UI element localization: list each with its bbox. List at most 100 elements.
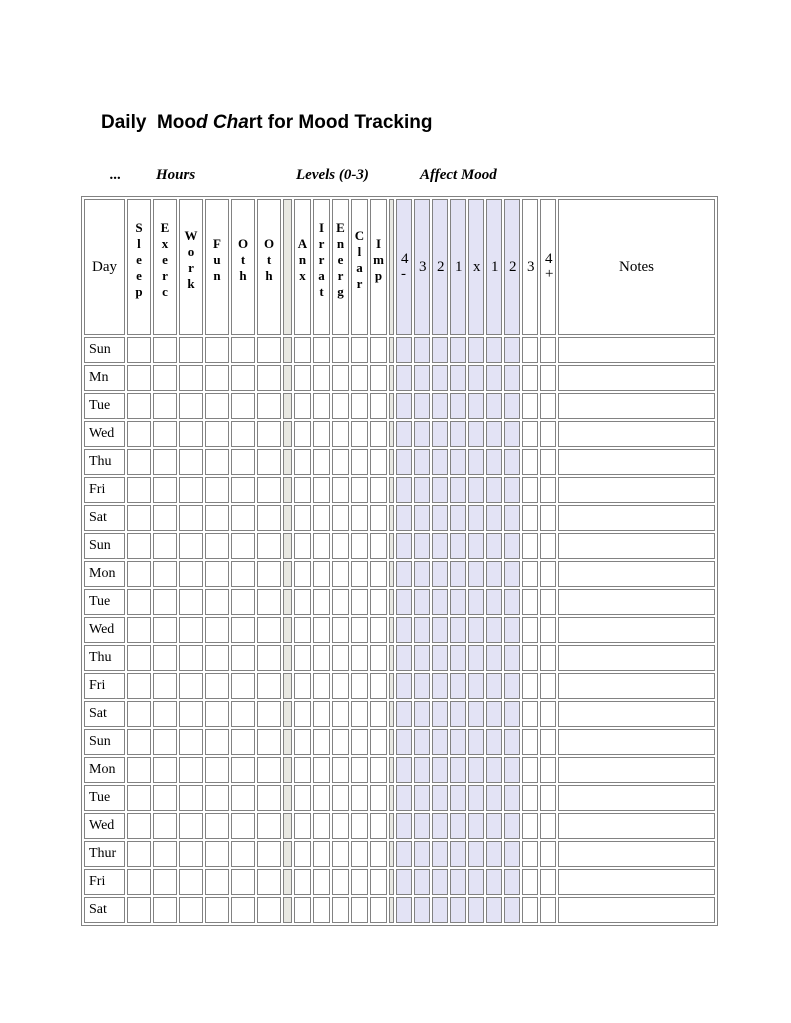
entry-cell [414, 477, 430, 503]
entry-cell [179, 645, 203, 671]
entry-cell [396, 477, 412, 503]
entry-cell [432, 393, 448, 419]
entry-cell [257, 393, 281, 419]
day-label-cell: Mon [84, 757, 125, 783]
vertical-letter: l [357, 243, 362, 259]
vertical-letter: p [135, 283, 143, 299]
entry-cell [450, 449, 466, 475]
entry-cell [522, 869, 538, 895]
entry-cell [332, 729, 349, 755]
col-header-affect-4-minus: 4- [396, 199, 412, 335]
vertical-letter: r [318, 251, 325, 267]
notes-entry-cell [558, 841, 715, 867]
entry-cell [414, 421, 430, 447]
entry-cell [540, 561, 556, 587]
entry-cell [450, 337, 466, 363]
entry-cell [332, 841, 349, 867]
entry-cell [257, 841, 281, 867]
entry-cell [351, 505, 368, 531]
entry-cell [370, 729, 387, 755]
separator-column-header [389, 199, 394, 335]
entry-cell [450, 421, 466, 447]
notes-entry-cell [558, 393, 715, 419]
entry-cell [450, 869, 466, 895]
entry-cell [396, 757, 412, 783]
entry-cell [432, 869, 448, 895]
entry-cell [396, 645, 412, 671]
entry-cell [370, 701, 387, 727]
entry-cell [205, 785, 229, 811]
entry-cell [179, 813, 203, 839]
separator-cell [283, 337, 292, 363]
day-label-cell: Sun [84, 337, 125, 363]
col-header-notes: Notes [558, 199, 715, 335]
entry-cell [432, 897, 448, 923]
entry-cell [486, 337, 502, 363]
entry-cell [231, 785, 255, 811]
entry-cell [351, 645, 368, 671]
day-label-cell: Fri [84, 869, 125, 895]
entry-cell [332, 869, 349, 895]
entry-cell [153, 337, 177, 363]
entry-cell [205, 337, 229, 363]
separator-cell [283, 533, 292, 559]
vertical-letter: p [374, 267, 383, 283]
separator-cell [389, 561, 394, 587]
entry-cell [396, 869, 412, 895]
entry-cell [179, 477, 203, 503]
entry-cell [127, 673, 151, 699]
notes-entry-cell [558, 561, 715, 587]
entry-cell [127, 701, 151, 727]
entry-cell [450, 645, 466, 671]
entry-cell [351, 757, 368, 783]
entry-cell [351, 589, 368, 615]
entry-cell [351, 421, 368, 447]
entry-cell [414, 589, 430, 615]
entry-cell [313, 449, 330, 475]
entry-cell [205, 841, 229, 867]
entry-cell [468, 337, 484, 363]
separator-cell [389, 449, 394, 475]
entry-cell [231, 617, 255, 643]
entry-cell [205, 533, 229, 559]
separator-cell [283, 841, 292, 867]
entry-cell [396, 701, 412, 727]
day-label-cell: Wed [84, 421, 125, 447]
affect-scale-value: 4 [545, 251, 553, 267]
entry-cell [432, 561, 448, 587]
entry-cell [414, 365, 430, 391]
entry-cell [205, 757, 229, 783]
entry-cell [294, 729, 311, 755]
vertical-letter: e [136, 251, 142, 267]
entry-cell [205, 393, 229, 419]
entry-cell [153, 393, 177, 419]
separator-cell [389, 757, 394, 783]
vertical-letter: k [187, 275, 195, 291]
entry-cell [313, 785, 330, 811]
entry-cell [351, 729, 368, 755]
separator-cell [389, 365, 394, 391]
page-title-part1: Daily Moo [101, 112, 197, 133]
entry-cell [153, 757, 177, 783]
entry-cell [313, 337, 330, 363]
entry-cell [450, 589, 466, 615]
separator-cell [389, 337, 394, 363]
entry-cell [351, 785, 368, 811]
entry-cell [294, 421, 311, 447]
entry-cell [153, 869, 177, 895]
entry-cell [205, 449, 229, 475]
separator-cell [389, 841, 394, 867]
separator-cell [283, 757, 292, 783]
separator-cell [283, 673, 292, 699]
entry-cell [540, 841, 556, 867]
entry-cell [332, 673, 349, 699]
entry-cell [432, 449, 448, 475]
notes-entry-cell [558, 673, 715, 699]
entry-cell [205, 561, 229, 587]
entry-cell [179, 841, 203, 867]
entry-cell [127, 617, 151, 643]
